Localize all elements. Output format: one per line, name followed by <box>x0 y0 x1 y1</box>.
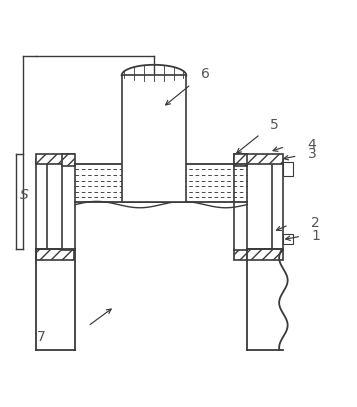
Bar <box>233 249 283 260</box>
Bar <box>233 154 283 164</box>
Bar <box>36 249 74 260</box>
Bar <box>233 154 247 166</box>
Bar <box>283 234 293 244</box>
Bar <box>233 164 247 250</box>
Text: 7: 7 <box>37 330 46 344</box>
Bar <box>36 159 47 250</box>
Text: 6: 6 <box>201 67 210 81</box>
Bar <box>62 154 75 166</box>
Bar <box>62 164 75 250</box>
Bar <box>36 154 74 164</box>
Bar <box>272 159 283 250</box>
Text: 1: 1 <box>311 228 320 243</box>
Text: 5: 5 <box>270 118 279 132</box>
Text: 3: 3 <box>307 147 316 161</box>
Text: 2: 2 <box>311 216 320 230</box>
Text: 4: 4 <box>307 138 316 152</box>
Bar <box>122 75 186 202</box>
Bar <box>283 162 293 176</box>
Text: S: S <box>19 188 28 201</box>
